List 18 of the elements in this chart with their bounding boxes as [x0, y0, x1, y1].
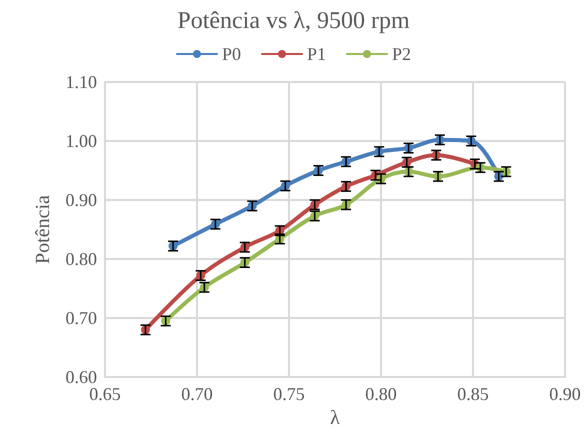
x-tick-label: 0.70: [181, 384, 213, 404]
x-tick-label: 0.90: [549, 384, 581, 404]
x-tick-label: 0.65: [89, 384, 121, 404]
y-tick-label: 1.00: [66, 131, 97, 151]
legend-label: P0: [222, 44, 241, 64]
x-tick-label: 0.75: [273, 384, 305, 404]
x-tick-label: 0.80: [365, 384, 397, 404]
legend-label: P2: [392, 44, 412, 64]
chart-title: Potência vs λ, 9500 rpm: [177, 8, 410, 34]
y-axis-title: Potência: [32, 194, 54, 264]
y-tick-label: 1.10: [66, 72, 97, 92]
y-tick-label: 0.90: [66, 190, 97, 210]
y-tick-label: 0.60: [66, 367, 97, 387]
x-axis-title: λ: [330, 406, 340, 429]
x-tick-label: 0.85: [457, 384, 489, 404]
legend-label: P1: [306, 44, 326, 64]
y-tick-label: 0.80: [66, 249, 97, 269]
y-tick-label: 0.70: [66, 308, 97, 328]
